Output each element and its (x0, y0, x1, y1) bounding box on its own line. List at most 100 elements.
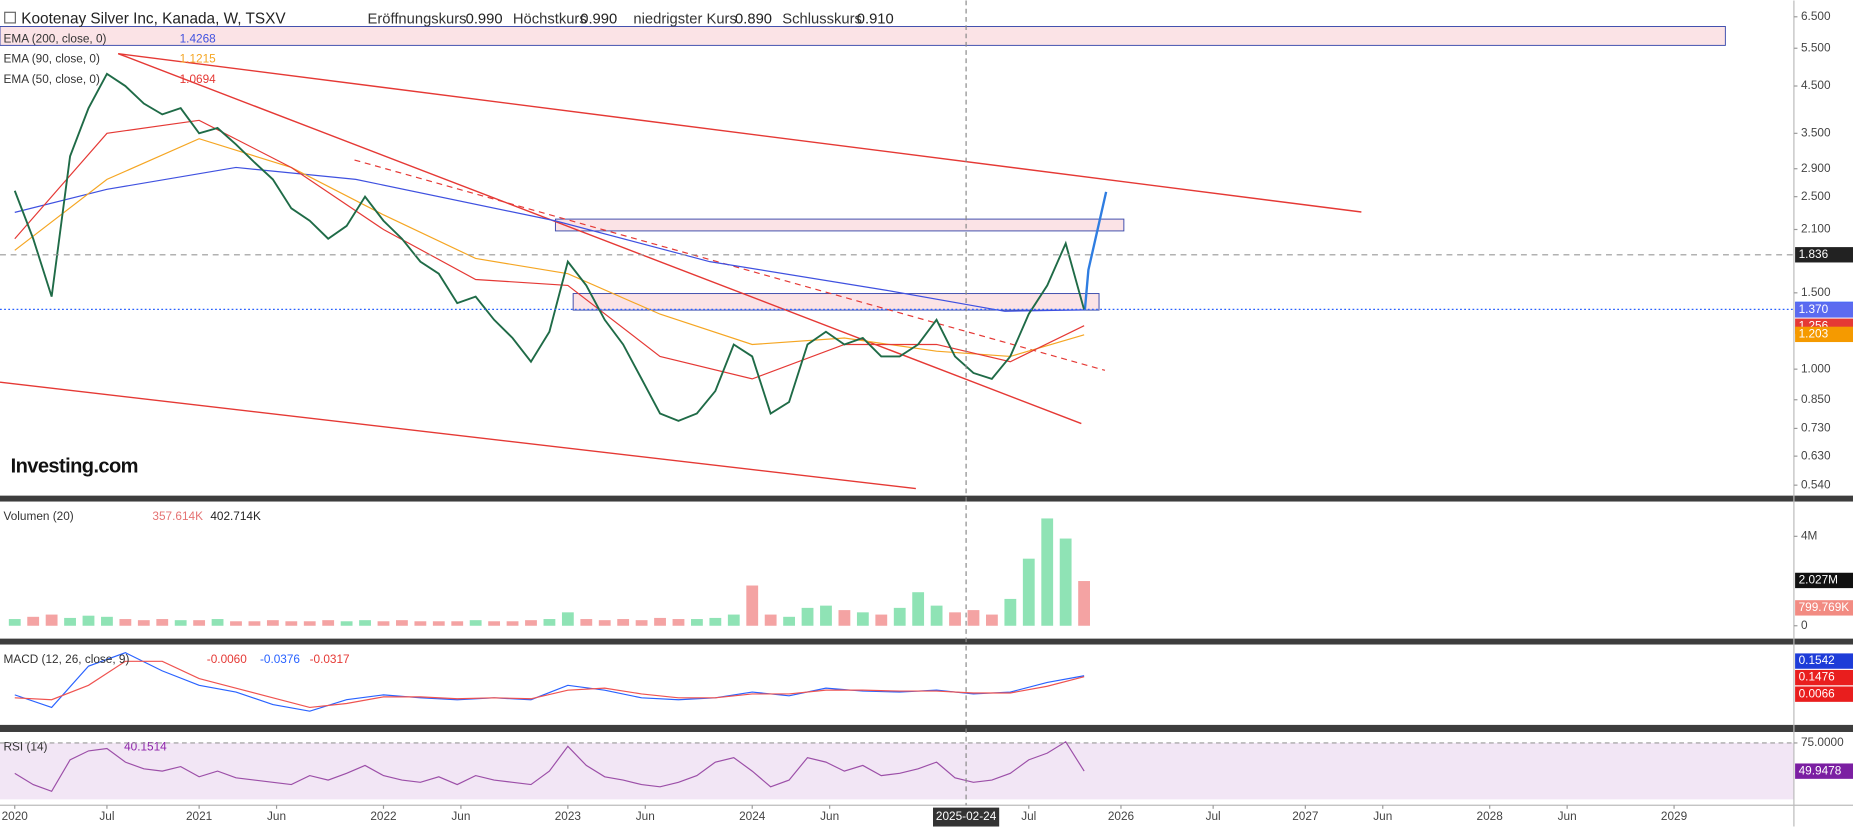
marker-box (1795, 653, 1853, 669)
volume-bar (396, 620, 408, 626)
legend-value: 357.614K (152, 509, 203, 523)
y-tick-label: 2.900 (1801, 161, 1831, 175)
marker-box (1795, 572, 1853, 589)
y-tick-label: 4.500 (1801, 78, 1831, 92)
support-zone (572, 293, 1100, 311)
trend-line (117, 52, 1082, 425)
volume-bar (893, 607, 906, 626)
resistance-zone (0, 26, 1726, 46)
x-tick-label: 2024 (739, 809, 766, 823)
y-tick-label: 0.540 (1801, 477, 1831, 491)
volume-bar (875, 614, 888, 626)
volume-bar (1078, 581, 1090, 626)
y-tick-label: 1.500 (1801, 285, 1831, 299)
panel-separator (0, 638, 1853, 645)
marker-label: 0.1542 (1799, 653, 1835, 667)
x-tick-label: 2022 (370, 809, 396, 823)
indicator-line (14, 652, 1085, 712)
volume-bar (1059, 538, 1072, 626)
stat-value: 0.990 (580, 11, 617, 27)
y-tick-label: 5.500 (1801, 40, 1831, 54)
volume-bar (414, 621, 427, 626)
indicator-title: MACD (12, 26, close, 9) (4, 652, 130, 666)
marker-label: 1.370 (1799, 302, 1829, 316)
volume-bar (783, 616, 796, 626)
volume-bar (580, 619, 593, 626)
panel-separator (0, 724, 1853, 732)
x-tick-label: Jun (820, 809, 839, 823)
volume-bar (64, 617, 76, 626)
volume-bar (156, 619, 169, 626)
rsi-band (0, 742, 1794, 800)
y-tick-label: 4M (1801, 528, 1817, 542)
marker-label: 1.836 (1799, 247, 1829, 261)
collapse-icon[interactable] (4, 11, 16, 24)
x-tick-label: Jun (451, 809, 470, 823)
x-tick-label: Jul (1021, 809, 1036, 823)
indicator-title: Volumen (20) (4, 509, 74, 523)
volume-bar (967, 610, 980, 626)
volume-bar (377, 621, 390, 626)
marker-box (1795, 600, 1853, 616)
marker-label: 799.769K (1799, 600, 1850, 614)
volume-bar (746, 585, 759, 626)
legend-value: -0.0376 (260, 652, 300, 666)
legend-value: -0.0060 (207, 652, 247, 666)
marker-box (1795, 669, 1853, 686)
trend-line (354, 159, 1106, 371)
legend-value: -0.0317 (310, 652, 350, 666)
legend-value: 1.0694 (180, 72, 217, 86)
volume-bar (1022, 558, 1035, 626)
panel-separator (0, 495, 1853, 502)
legend-value: 40.1514 (124, 739, 167, 753)
volume-bar (561, 612, 574, 626)
volume-bar (672, 619, 685, 626)
x-tick-label: 2027 (1292, 809, 1318, 823)
stat-name: Schlusskurs (782, 11, 862, 27)
volume-bar (838, 610, 851, 626)
stat-name: niedrigster Kurs (633, 11, 736, 27)
y-tick-label: 0.730 (1801, 421, 1831, 435)
indicator-line (14, 119, 1085, 380)
logo: Investing.com (11, 456, 138, 478)
volume-bar (949, 612, 961, 626)
volume-bar (820, 605, 832, 626)
y-tick-label: 2.500 (1801, 189, 1831, 203)
indicator-line (14, 138, 1085, 358)
volume-bar (598, 620, 611, 626)
volume-bar (709, 617, 722, 626)
crosshair-box (933, 807, 1000, 827)
marker-box (1795, 763, 1853, 779)
volume-bar (691, 619, 703, 626)
volume-bar (211, 619, 224, 626)
volume-bar (303, 621, 316, 626)
x-tick-label: Jul (99, 809, 114, 823)
volume-bar (266, 620, 279, 626)
legend-name: EMA (200, close, 0) (4, 32, 107, 46)
marker-box (1795, 326, 1853, 343)
volume-bar (248, 621, 261, 626)
chart-title: Kootenay Silver Inc, Kanada, W, TSXV (21, 10, 286, 27)
volume-bar (764, 614, 777, 626)
volume-bar (525, 620, 537, 626)
price-line (14, 740, 1085, 793)
volume-bar (359, 620, 371, 626)
volume-bar (617, 619, 630, 626)
y-tick-label: 2.100 (1801, 222, 1831, 236)
volume-bar (1041, 518, 1054, 626)
volume-bar (119, 619, 132, 626)
stat-name: Eröffnungskurs (368, 11, 467, 27)
volume-bar (340, 621, 353, 626)
legend-name: EMA (50, close, 0) (4, 72, 100, 86)
x-tick-label: Jun (1373, 809, 1392, 823)
volume-bar (801, 607, 814, 626)
marker-label: 0.0066 (1799, 686, 1836, 700)
volume-bar (137, 620, 150, 626)
marker-label: 2.027M (1799, 573, 1838, 587)
stat-value: 0.910 (857, 11, 894, 27)
y-tick-label: 3.500 (1801, 125, 1831, 139)
volume-bar (82, 615, 95, 626)
legend-value: 1.4268 (180, 32, 217, 46)
